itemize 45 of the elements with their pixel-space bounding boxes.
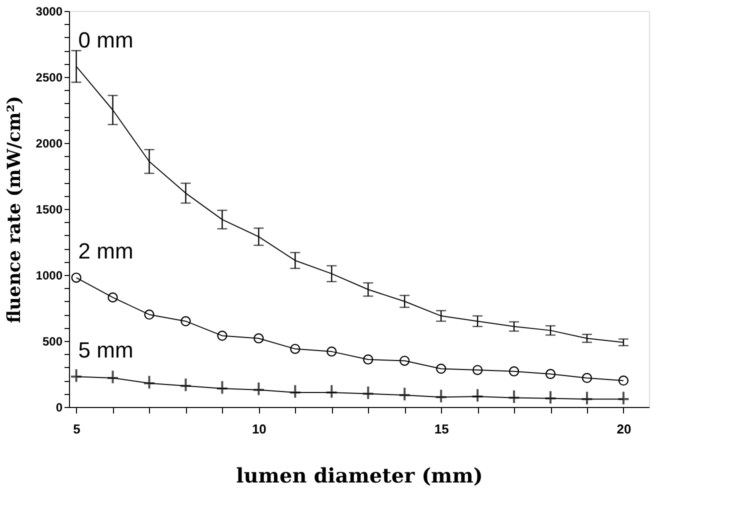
point bbox=[144, 310, 154, 320]
point bbox=[545, 368, 556, 380]
y-tick-label: 3000 bbox=[36, 4, 63, 18]
x-tick-label: 15 bbox=[434, 422, 449, 436]
x-tick-label: 5 bbox=[73, 422, 80, 436]
x-tick-label: 20 bbox=[616, 422, 632, 436]
point bbox=[71, 272, 82, 283]
point bbox=[508, 389, 520, 404]
point bbox=[216, 380, 228, 395]
point bbox=[363, 354, 374, 365]
point bbox=[400, 356, 410, 366]
point bbox=[180, 316, 191, 326]
y-axis-title: fluence rate (mW/cm²) bbox=[4, 96, 25, 324]
y-tick-label: 1000 bbox=[36, 268, 63, 282]
point bbox=[290, 344, 300, 354]
point bbox=[508, 366, 520, 376]
y-tick-label: 2000 bbox=[36, 136, 63, 150]
series-label: 5 mm bbox=[78, 338, 134, 363]
point bbox=[108, 292, 118, 303]
point bbox=[326, 346, 337, 357]
series-label: 2 mm bbox=[78, 238, 134, 264]
point bbox=[436, 364, 446, 374]
point bbox=[325, 384, 338, 399]
point bbox=[434, 388, 448, 404]
y-tick-label: 500 bbox=[42, 334, 63, 348]
point bbox=[252, 382, 265, 396]
point bbox=[70, 368, 83, 383]
y-tick-label: 0 bbox=[56, 400, 63, 414]
point bbox=[143, 374, 156, 390]
point bbox=[217, 330, 228, 341]
point bbox=[179, 378, 192, 392]
point bbox=[106, 370, 120, 384]
point bbox=[471, 388, 484, 403]
point bbox=[618, 376, 629, 386]
series-label: 0 mm bbox=[78, 27, 134, 52]
point bbox=[582, 372, 592, 384]
point bbox=[472, 364, 483, 376]
y-tick-label: 1500 bbox=[36, 202, 63, 216]
point bbox=[398, 386, 411, 402]
x-axis-title: lumen diameter (mm) bbox=[236, 464, 483, 488]
x-tick-label: 10 bbox=[252, 422, 266, 436]
point bbox=[362, 385, 374, 400]
point bbox=[254, 333, 264, 344]
y-tick-label: 2500 bbox=[36, 70, 63, 84]
point bbox=[288, 384, 302, 399]
